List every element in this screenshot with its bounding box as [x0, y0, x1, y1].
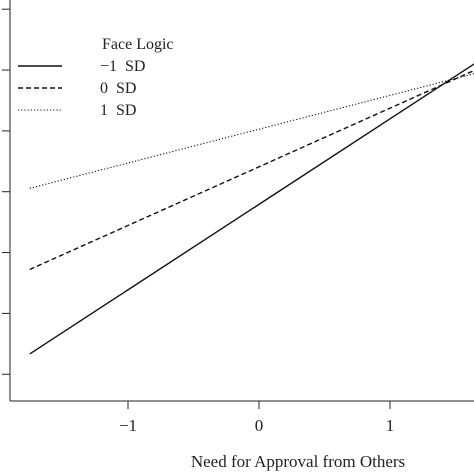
x-tick-label-0: −1: [119, 416, 137, 435]
legend-label-2: 1 SD: [100, 102, 136, 119]
series-line-0: [29, 63, 474, 355]
series-line-2: [29, 73, 474, 189]
y-ticks: [2, 8, 10, 375]
legend-title: Face Logic: [102, 36, 174, 53]
x-axis-label: Need for Approval from Others: [191, 452, 405, 471]
x-tick-label-2: 1: [386, 416, 395, 435]
legend-label-1: 0 SD: [100, 80, 136, 97]
x-tick-label-1: 0: [255, 416, 264, 435]
series-lines: [29, 63, 474, 355]
axes: [9, 0, 474, 402]
legend: Face Logic −1 SD 0 SD 1 SD: [18, 36, 174, 119]
x-ticks: −1 0 1: [119, 401, 394, 435]
series-line-1: [29, 69, 474, 271]
legend-label-0: −1 SD: [100, 58, 145, 75]
